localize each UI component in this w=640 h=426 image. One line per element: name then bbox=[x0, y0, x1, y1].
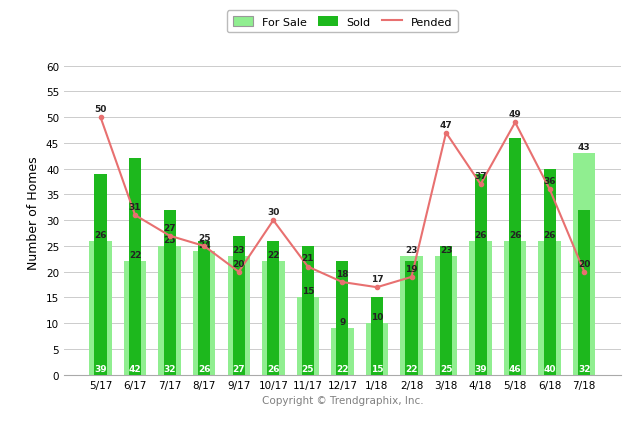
Text: 9: 9 bbox=[339, 318, 346, 327]
Bar bbox=[509, 138, 521, 375]
Bar bbox=[262, 262, 285, 375]
Bar bbox=[475, 175, 486, 375]
Bar bbox=[365, 323, 388, 375]
Text: 30: 30 bbox=[267, 207, 280, 216]
Text: 25: 25 bbox=[301, 364, 314, 373]
Text: 23: 23 bbox=[440, 246, 452, 255]
Bar bbox=[371, 298, 383, 375]
Bar bbox=[538, 241, 561, 375]
Bar bbox=[227, 257, 250, 375]
Text: 15: 15 bbox=[371, 364, 383, 373]
Bar bbox=[95, 175, 107, 375]
Text: 43: 43 bbox=[578, 143, 591, 152]
Text: 26: 26 bbox=[94, 230, 107, 239]
Text: 50: 50 bbox=[94, 105, 107, 114]
Bar bbox=[233, 236, 244, 375]
Text: 22: 22 bbox=[336, 364, 349, 373]
Bar bbox=[159, 246, 181, 375]
Y-axis label: Number of Homes: Number of Homes bbox=[28, 156, 40, 270]
Bar bbox=[193, 251, 216, 375]
Bar bbox=[440, 246, 452, 375]
Text: 24: 24 bbox=[198, 241, 211, 250]
Text: 37: 37 bbox=[474, 172, 487, 181]
Text: 17: 17 bbox=[371, 274, 383, 283]
Bar bbox=[400, 257, 423, 375]
Text: 18: 18 bbox=[336, 269, 349, 278]
Text: 15: 15 bbox=[301, 287, 314, 296]
Bar bbox=[573, 154, 595, 375]
Text: 42: 42 bbox=[129, 364, 141, 373]
Text: 22: 22 bbox=[267, 251, 280, 260]
Bar bbox=[504, 241, 526, 375]
Text: 46: 46 bbox=[509, 364, 522, 373]
Bar bbox=[296, 298, 319, 375]
Text: 25: 25 bbox=[198, 233, 211, 242]
Text: 26: 26 bbox=[474, 230, 487, 239]
Text: 23: 23 bbox=[405, 246, 418, 255]
Text: 22: 22 bbox=[129, 251, 141, 260]
Text: 22: 22 bbox=[405, 364, 418, 373]
Text: 27: 27 bbox=[232, 364, 245, 373]
Text: 40: 40 bbox=[543, 364, 556, 373]
Text: 26: 26 bbox=[509, 230, 522, 239]
Text: 39: 39 bbox=[94, 364, 107, 373]
Text: 21: 21 bbox=[301, 254, 314, 263]
Text: 32: 32 bbox=[163, 364, 176, 373]
Bar bbox=[124, 262, 147, 375]
Bar bbox=[302, 246, 314, 375]
Bar bbox=[435, 257, 458, 375]
Text: 25: 25 bbox=[440, 364, 452, 373]
Bar bbox=[578, 210, 590, 375]
Text: 27: 27 bbox=[163, 223, 176, 232]
Text: 47: 47 bbox=[440, 120, 452, 129]
Bar bbox=[331, 328, 354, 375]
Text: 26: 26 bbox=[198, 364, 211, 373]
Legend: For Sale, Sold, Pended: For Sale, Sold, Pended bbox=[227, 12, 458, 33]
Bar bbox=[337, 262, 348, 375]
Text: 20: 20 bbox=[232, 259, 245, 268]
Bar bbox=[164, 210, 176, 375]
Text: 49: 49 bbox=[509, 110, 522, 119]
Bar bbox=[469, 241, 492, 375]
Bar bbox=[90, 241, 112, 375]
Text: 23: 23 bbox=[232, 246, 245, 255]
Text: 39: 39 bbox=[474, 364, 487, 373]
Bar bbox=[268, 241, 279, 375]
Text: 10: 10 bbox=[371, 312, 383, 322]
Text: 26: 26 bbox=[543, 230, 556, 239]
Bar bbox=[543, 169, 556, 375]
X-axis label: Copyright © Trendgraphix, Inc.: Copyright © Trendgraphix, Inc. bbox=[262, 395, 423, 405]
Bar bbox=[129, 159, 141, 375]
Bar bbox=[406, 262, 417, 375]
Text: 19: 19 bbox=[405, 264, 418, 273]
Text: 32: 32 bbox=[578, 364, 591, 373]
Bar bbox=[198, 241, 210, 375]
Text: 20: 20 bbox=[578, 259, 591, 268]
Text: 26: 26 bbox=[267, 364, 280, 373]
Text: 36: 36 bbox=[543, 177, 556, 186]
Text: 25: 25 bbox=[163, 236, 176, 245]
Text: 31: 31 bbox=[129, 202, 141, 211]
